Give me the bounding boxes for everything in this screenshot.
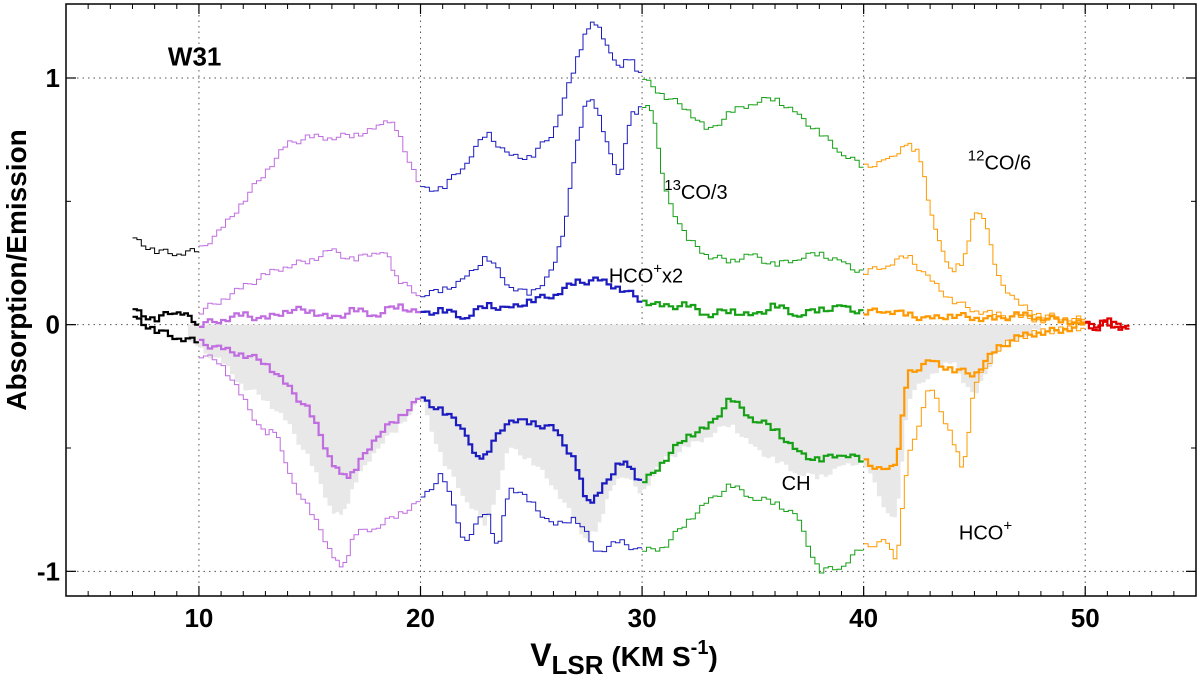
label-13co-pre: 13 bbox=[664, 177, 681, 194]
x-axis-title-paren-close: ) bbox=[708, 641, 717, 672]
series-13co-seg-2 bbox=[420, 99, 643, 298]
series-12co-seg-2 bbox=[420, 21, 643, 192]
label-12co: 12CO/6 bbox=[968, 147, 1031, 174]
series-13co-seg-4 bbox=[863, 255, 1086, 324]
label-13co: 13CO/3 bbox=[664, 177, 727, 204]
y-tick-label-0: 0 bbox=[46, 310, 60, 340]
series-12co-seg-0 bbox=[132, 237, 199, 257]
series-ch-seg-1 bbox=[198, 338, 421, 479]
series-12co-seg-3 bbox=[642, 78, 864, 168]
series-hcox2-seg-2 bbox=[420, 276, 643, 320]
series-hco-seg-1 bbox=[198, 354, 421, 568]
label-12co-pre: 12 bbox=[968, 147, 985, 164]
label-hco-sup: + bbox=[1003, 517, 1012, 534]
series-hcox2-seg-3 bbox=[642, 299, 864, 319]
x-axis-title-paren: (KM S bbox=[604, 641, 691, 672]
label-w31: W31 bbox=[168, 42, 221, 72]
plot-frame bbox=[65, 3, 1197, 597]
label-13co-main: CO/3 bbox=[681, 182, 728, 204]
series-hcox2-seg-1 bbox=[198, 303, 421, 328]
x-tick-label-10: 10 bbox=[184, 603, 213, 633]
label-hcox2-sup: + bbox=[653, 261, 662, 278]
series-hco-seg-4 bbox=[863, 325, 1086, 560]
x-tick-label-30: 30 bbox=[628, 603, 657, 633]
x-tick-label-50: 50 bbox=[1071, 603, 1100, 633]
x-axis-title-main: V bbox=[530, 637, 552, 673]
x-axis-title-sub: LSR bbox=[552, 650, 604, 680]
series-hcox2-seg-4 bbox=[863, 307, 1086, 326]
series-lines bbox=[132, 21, 1130, 574]
label-ch-main: CH bbox=[782, 473, 811, 495]
label-hcox2: HCO+x2 bbox=[609, 261, 683, 288]
y-tick-label--1: -1 bbox=[37, 556, 60, 586]
series-12co-seg-4 bbox=[863, 142, 1086, 322]
series-hco-seg-2 bbox=[420, 473, 643, 553]
axis-ticks bbox=[66, 4, 1196, 596]
series-13co-seg-1 bbox=[198, 248, 421, 315]
series-13co-seg-3 bbox=[642, 105, 864, 273]
series-ch-seg-0 bbox=[132, 315, 199, 344]
tick-labels: 10 20 30 40 50 -1 0 1 bbox=[37, 63, 1100, 633]
series-hco-seg-3 bbox=[642, 483, 864, 574]
series-hcox2-seg-5 bbox=[1085, 317, 1130, 332]
label-ch: CH bbox=[782, 473, 811, 495]
absorption-area bbox=[187, 324, 1041, 541]
label-12co-main: CO/6 bbox=[984, 152, 1031, 174]
series-12co-seg-1 bbox=[198, 120, 421, 247]
label-hcox2-post: x2 bbox=[662, 266, 683, 288]
series-ch-seg-3 bbox=[642, 397, 864, 484]
x-tick-label-20: 20 bbox=[406, 603, 435, 633]
absorption-fill bbox=[187, 324, 1041, 541]
grid-lines bbox=[66, 4, 1196, 596]
x-axis-title: VLSR (KM S-1) bbox=[530, 637, 718, 680]
label-hcox2-main: HCO bbox=[609, 266, 653, 288]
x-axis-title-sup: -1 bbox=[691, 637, 709, 659]
label-hco-main: HCO bbox=[959, 522, 1003, 544]
series-ch-seg-5 bbox=[1085, 320, 1130, 329]
series-hcox2-seg-0 bbox=[132, 308, 199, 326]
x-tick-label-40: 40 bbox=[849, 603, 878, 633]
y-tick-label-1: 1 bbox=[46, 63, 60, 93]
series-ch-seg-2 bbox=[420, 396, 643, 504]
label-hco: HCO+ bbox=[959, 517, 1012, 544]
y-axis-title: Absorption/Emission bbox=[1, 129, 32, 411]
